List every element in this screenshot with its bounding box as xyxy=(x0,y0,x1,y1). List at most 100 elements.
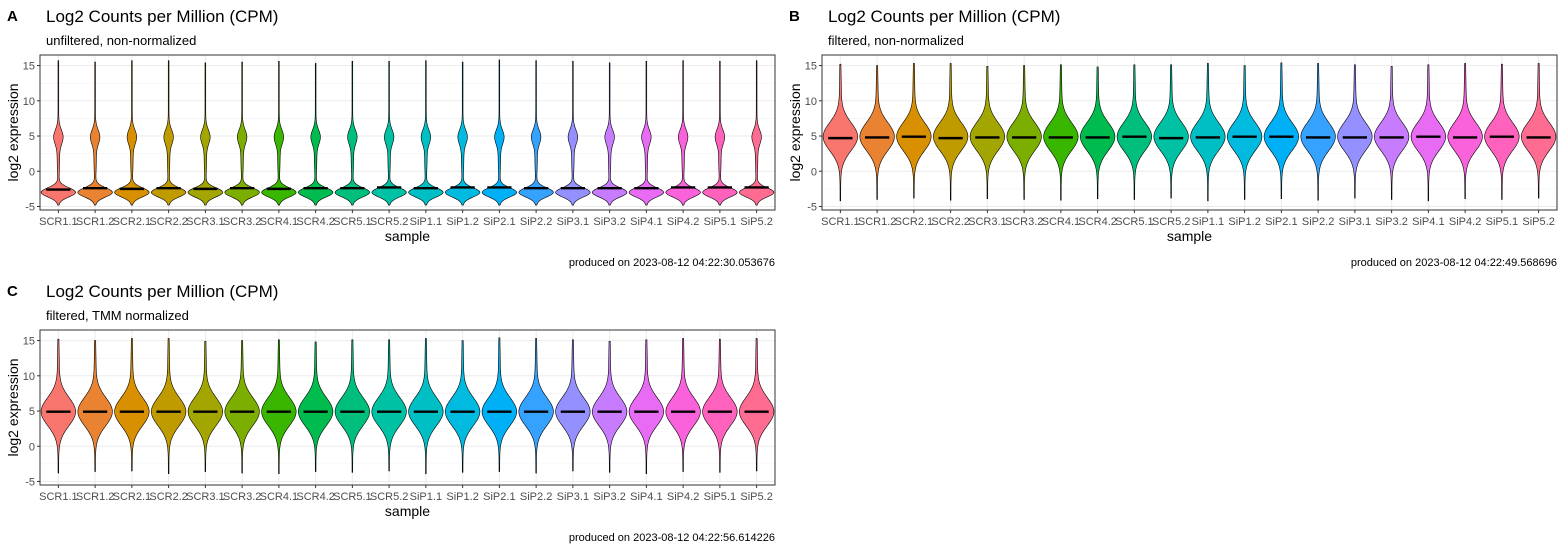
x-tick-label-SiP2.2: SiP2.2 xyxy=(1302,216,1334,228)
plot-background xyxy=(40,330,775,485)
violin-SCR5.2 xyxy=(371,61,407,206)
violin-SCR2.1 xyxy=(896,63,932,199)
x-tick-label-SiP5.1: SiP5.1 xyxy=(1486,216,1518,228)
x-tick-label-SiP4.2: SiP4.2 xyxy=(667,216,699,228)
violin-SCR2.2 xyxy=(933,63,969,201)
plot-border xyxy=(821,54,1558,211)
plot-border xyxy=(39,54,776,211)
y-tick-label: 0 xyxy=(29,166,35,178)
plot-background xyxy=(822,55,1557,210)
x-tick-label-SiP1.2: SiP1.2 xyxy=(446,216,478,228)
plot-border xyxy=(39,329,776,486)
violin-SCR4.1 xyxy=(1043,64,1079,201)
y-tick-label: 0 xyxy=(811,166,817,178)
panel-letter: C xyxy=(7,283,18,300)
x-tick-label-SCR1.2: SCR1.2 xyxy=(76,216,115,228)
violin-SiP4.2 xyxy=(665,60,701,206)
x-tick-label-SCR4.1: SCR4.1 xyxy=(1042,216,1081,228)
chart-subtitle: filtered, TMM normalized xyxy=(46,308,189,323)
violin-SiP3.2 xyxy=(592,62,628,206)
x-tick-label-SiP3.2: SiP3.2 xyxy=(1375,216,1407,228)
x-tick-label-SiP2.2: SiP2.2 xyxy=(520,491,552,503)
y-tick-label: 5 xyxy=(29,131,35,143)
violin-SCR5.1 xyxy=(334,61,370,206)
x-tick-label-SCR1.2: SCR1.2 xyxy=(858,216,897,228)
x-tick-label-SiP5.1: SiP5.1 xyxy=(704,216,736,228)
chart-title: Log2 Counts per Million (CPM) xyxy=(828,7,1060,26)
x-tick-label-SCR2.2: SCR2.2 xyxy=(149,216,188,228)
chart-subtitle: unfiltered, non-normalized xyxy=(46,33,196,48)
x-tick-label-SiP1.1: SiP1.1 xyxy=(1192,216,1224,228)
x-tick-label-SiP4.2: SiP4.2 xyxy=(1449,216,1481,228)
x-tick-label-SCR3.1: SCR3.1 xyxy=(186,491,225,503)
x-tick-label-SCR5.1: SCR5.1 xyxy=(333,216,372,228)
violin-SiP5.1 xyxy=(1484,63,1520,200)
violin-SCR4.2 xyxy=(298,341,334,472)
chart-title: Log2 Counts per Million (CPM) xyxy=(46,282,278,301)
violins xyxy=(40,337,775,475)
x-tick-label-SiP3.1: SiP3.1 xyxy=(557,216,589,228)
x-tick-label-SCR3.2: SCR3.2 xyxy=(223,491,262,503)
y-tick-label: 10 xyxy=(23,96,35,108)
x-tick-label-SCR3.1: SCR3.1 xyxy=(186,216,225,228)
violin-SiP3.1 xyxy=(1337,64,1373,199)
violins xyxy=(822,62,1557,202)
x-tick-label-SiP5.1: SiP5.1 xyxy=(704,491,736,503)
violin-SCR1.1 xyxy=(40,338,76,474)
violin-SiP2.2 xyxy=(1300,63,1336,201)
violin-SiP4.2 xyxy=(665,338,701,472)
violin-SiP3.2 xyxy=(1374,65,1410,200)
x-tick-label-SCR2.1: SCR2.1 xyxy=(113,491,152,503)
x-tick-label-SCR5.1: SCR5.1 xyxy=(1115,216,1154,228)
y-axis-title: log2 expression xyxy=(787,83,803,181)
x-axis: SCR1.1SCR1.2SCR2.1SCR2.2SCR3.1SCR3.2SCR4… xyxy=(821,210,1555,244)
x-tick-label-SCR4.2: SCR4.2 xyxy=(296,491,335,503)
x-tick-label-SiP2.1: SiP2.1 xyxy=(483,491,515,503)
x-tick-label-SiP4.1: SiP4.1 xyxy=(630,216,662,228)
violin-SCR4.2 xyxy=(298,63,334,206)
violin-SiP2.1 xyxy=(1263,62,1299,200)
x-tick-label-SiP1.1: SiP1.1 xyxy=(410,491,442,503)
violins xyxy=(40,59,775,206)
violin-SCR5.1 xyxy=(334,339,370,473)
violin-SiP5.1 xyxy=(702,338,738,473)
violin-SCR4.1 xyxy=(261,339,297,475)
y-tick-label: 10 xyxy=(23,371,35,383)
violin-SiP4.1 xyxy=(628,61,664,206)
violin-SiP4.1 xyxy=(628,339,664,475)
violin-SCR5.1 xyxy=(1116,64,1152,200)
violin-SiP1.1 xyxy=(1190,63,1226,202)
x-tick-label-SiP2.1: SiP2.1 xyxy=(483,216,515,228)
x-tick-label-SCR2.1: SCR2.1 xyxy=(113,216,152,228)
violin-SCR3.2 xyxy=(1006,65,1042,200)
violin-SCR3.2 xyxy=(224,340,260,474)
violin-SiP2.1 xyxy=(481,337,517,472)
panel-a: A Log2 Counts per Million (CPM) unfiltered… xyxy=(5,7,776,269)
y-tick-label: -5 xyxy=(807,201,817,213)
y-tick-label: 0 xyxy=(29,441,35,453)
violin-SiP2.2 xyxy=(518,60,554,206)
x-tick-label-SCR4.2: SCR4.2 xyxy=(296,216,335,228)
y-tick-label: -5 xyxy=(25,476,35,488)
violin-SCR3.1 xyxy=(187,340,223,472)
x-tick-label-SiP3.1: SiP3.1 xyxy=(557,491,589,503)
x-tick-label-SiP3.2: SiP3.2 xyxy=(593,491,625,503)
violin-SCR1.2 xyxy=(859,65,895,200)
violin-SiP3.1 xyxy=(555,339,591,472)
x-tick-label-SCR3.1: SCR3.1 xyxy=(968,216,1007,228)
caption: produced on 2023-08-12 04:22:30.053676 xyxy=(569,257,775,269)
x-tick-label-SiP5.2: SiP5.2 xyxy=(1522,216,1554,228)
x-tick-label-SCR5.2: SCR5.2 xyxy=(370,216,409,228)
violin-SCR3.2 xyxy=(224,61,260,206)
x-axis-title: sample xyxy=(385,228,430,244)
x-tick-label-SCR2.1: SCR2.1 xyxy=(895,216,934,228)
x-tick-label-SCR5.2: SCR5.2 xyxy=(370,491,409,503)
x-tick-label-SCR3.2: SCR3.2 xyxy=(1005,216,1044,228)
x-tick-label-SCR4.1: SCR4.1 xyxy=(260,491,299,503)
chart-subtitle: filtered, non-normalized xyxy=(828,33,964,48)
caption: produced on 2023-08-12 04:22:49.568696 xyxy=(1351,257,1557,269)
violin-SCR3.1 xyxy=(187,62,223,206)
violin-SCR2.2 xyxy=(151,60,187,206)
x-tick-label-SCR2.2: SCR2.2 xyxy=(931,216,970,228)
